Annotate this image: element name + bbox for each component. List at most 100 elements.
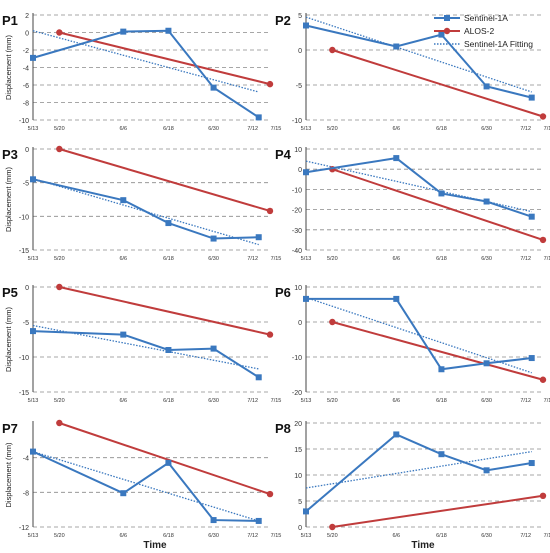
x-tick-label: 5/20 — [327, 533, 338, 539]
alos-point — [329, 318, 336, 326]
alos-line — [59, 286, 271, 336]
sentinel-line — [32, 178, 259, 240]
sentinel-point — [483, 467, 490, 474]
y-tick-label: 0 — [298, 167, 302, 174]
x-tick-label: 7/15 — [544, 398, 550, 404]
y-tick-label: 0 — [25, 147, 29, 154]
y-axis-title: Displacement (mm) — [4, 34, 13, 100]
panel-title: P6 — [275, 285, 291, 300]
alos-point — [539, 236, 547, 244]
sentinel-point — [255, 114, 262, 121]
sentinel-point — [255, 517, 262, 524]
y-axis-title: Displacement (mm) — [4, 306, 13, 372]
x-tick-label: 7/15 — [271, 126, 282, 132]
sentinel-point — [30, 448, 36, 455]
sentinel-point — [165, 27, 172, 34]
alos-point — [56, 29, 63, 36]
x-tick-label: 6/6 — [392, 398, 400, 404]
x-tick-label: 5/13 — [28, 256, 39, 262]
sentinel-point — [303, 295, 309, 302]
fitting-line — [305, 16, 532, 93]
x-tick-label: 6/6 — [119, 256, 127, 262]
sentinel-point — [120, 28, 127, 35]
y-tick-label: 10 — [294, 285, 302, 292]
legend-label-sentinel: Sentinel-1A — [464, 13, 508, 23]
sentinel-point — [438, 366, 445, 373]
x-tick-label: 6/30 — [208, 126, 219, 132]
x-tick-label: 7/15 — [544, 533, 550, 539]
y-tick-label: 2 — [25, 13, 29, 20]
y-tick-label: -8 — [23, 101, 29, 108]
alos-line — [59, 422, 271, 496]
y-tick-label: -8 — [23, 490, 29, 497]
y-tick-label: -20 — [292, 390, 302, 397]
y-tick-label: -4 — [23, 456, 29, 463]
alos-line — [332, 168, 544, 241]
sentinel-line — [305, 157, 533, 218]
x-tick-label: 7/12 — [247, 533, 258, 539]
sentinel-line — [306, 297, 532, 371]
x-tick-label: 7/12 — [520, 398, 531, 404]
sentinel-point — [528, 213, 535, 220]
fitting-line — [305, 450, 532, 489]
panel-title: P8 — [275, 421, 291, 436]
alos-point — [266, 331, 274, 338]
y-tick-label: -12 — [19, 525, 29, 532]
x-tick-label: 6/30 — [208, 256, 219, 262]
sentinel-point — [483, 198, 490, 205]
y-tick-label: -10 — [19, 118, 29, 125]
sentinel-point — [210, 517, 217, 524]
sentinel-point — [483, 83, 490, 90]
x-tick-label: 5/20 — [327, 126, 338, 132]
y-tick-label: -10 — [292, 118, 302, 125]
sentinel-point — [393, 43, 400, 50]
x-tick-label: 6/6 — [392, 533, 400, 539]
sentinel-point — [165, 220, 172, 227]
x-tick-label: 5/13 — [301, 126, 312, 132]
sentinel-line — [305, 24, 532, 99]
alos-point — [266, 80, 274, 88]
alos-point — [56, 419, 63, 427]
sentinel-point — [120, 490, 127, 497]
x-tick-label: 5/20 — [54, 126, 65, 132]
x-tick-label: 6/6 — [392, 126, 400, 132]
x-tick-label: 7/12 — [247, 256, 258, 262]
x-tick-label: 5/13 — [28, 126, 39, 132]
y-tick-label: -5 — [23, 181, 29, 188]
alos-line — [332, 321, 544, 381]
sentinel-point — [303, 169, 309, 176]
panel-title: P7 — [2, 421, 18, 436]
x-tick-label: 6/18 — [436, 126, 447, 132]
y-tick-label: 0 — [298, 320, 302, 327]
fitting-line — [32, 324, 259, 370]
alos-line — [59, 31, 271, 86]
x-tick-label: 6/6 — [392, 256, 400, 262]
sentinel-point — [303, 508, 309, 515]
alos-point — [56, 145, 63, 153]
y-tick-label: 10 — [294, 473, 302, 480]
x-tick-label: 6/18 — [436, 256, 447, 262]
panels: 20-2-4-6-8-105/13 5/20 6/6 6/18 6/30 7/12 7/15… — [2, 13, 550, 539]
x-tick-label: 6/6 — [119, 533, 127, 539]
alos-line — [332, 494, 544, 528]
alos-point — [56, 283, 63, 291]
y-tick-label: -5 — [23, 320, 29, 327]
alos-point — [266, 490, 274, 498]
y-tick-label: -10 — [292, 355, 302, 362]
alos-point — [539, 113, 547, 120]
alos-point — [539, 376, 547, 383]
panel-title: P3 — [2, 147, 18, 162]
x-tick-label: 6/6 — [119, 398, 127, 404]
y-tick-label: -15 — [19, 390, 29, 397]
sentinel-point — [165, 347, 172, 353]
y-tick-label: -10 — [19, 214, 29, 221]
x-tick-label: 5/20 — [54, 256, 65, 262]
x-tick-label: 6/30 — [481, 256, 492, 262]
sentinel-point — [528, 355, 535, 362]
x-tick-label: 5/20 — [54, 398, 65, 404]
x-tick-label: 5/20 — [54, 533, 65, 539]
x-tick-label: 7/12 — [520, 533, 531, 539]
y-tick-label: 10 — [294, 147, 302, 154]
sentinel-point — [438, 190, 445, 197]
x-tick-label: 5/13 — [301, 256, 312, 262]
